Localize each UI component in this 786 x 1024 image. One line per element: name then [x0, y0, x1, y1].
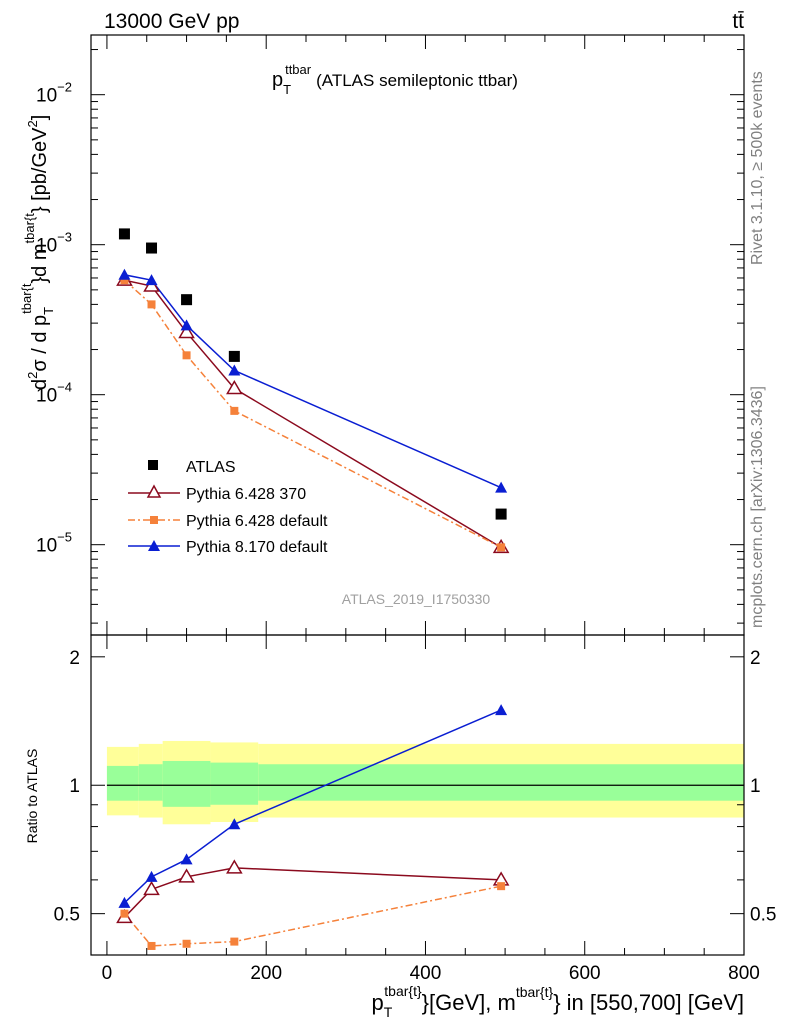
ratio-bands: [106, 740, 744, 825]
p8-default-point: [495, 481, 508, 493]
ratio-ylabel: Ratio to ATLAS: [24, 749, 40, 844]
p6-370-point: [226, 379, 243, 395]
main-ytick-label: 10−2: [36, 80, 72, 107]
p6-370-point: [178, 323, 195, 339]
watermark: ATLAS_2019_I1750330: [342, 591, 491, 607]
ratio-ytick-label: 0.5: [54, 905, 80, 926]
ratio-xtick-label: 800: [728, 963, 760, 984]
ratio-p6-default-point: [147, 941, 156, 950]
ratio-p8-default-point: [180, 853, 193, 865]
p6-default-point: [497, 543, 506, 552]
band-inner: [106, 765, 139, 801]
legend-p6-370-label: Pythia 6.428 370: [186, 486, 306, 503]
ratio-p6-370-point: [143, 880, 160, 896]
ratio-ticks: 0.5 0.5 1 1 2 2 0 200 400 600 800: [54, 635, 776, 984]
title-rest: (ATLAS semileptonic ttbar): [316, 71, 518, 90]
ratio-p8-default-point: [118, 896, 131, 908]
main-ytick-label: 10−4: [36, 380, 72, 407]
p6-default-point: [147, 300, 156, 309]
series-line-2: [123, 279, 502, 549]
main-series: [116, 228, 510, 554]
ratio-p6-default-point: [120, 909, 129, 918]
ratio-xlabel: pTtbar{t}}[GeV], mtbar{t}} in [550,700] …: [371, 983, 744, 1020]
title-sup: ttbar: [285, 62, 312, 77]
p6-default-point: [120, 276, 129, 285]
ratio-ytick-label-right: 0.5: [750, 905, 776, 926]
main-title: pTttbar (ATLAS semileptonic ttbar): [272, 62, 518, 97]
main-ylabel: d2σ / d pTtbar{t}d mtbar{t} [pb/GeV2]: [19, 115, 56, 390]
p8-default-point: [228, 364, 241, 376]
ratio-xtick-label: 400: [410, 963, 442, 984]
ratio-panel: 0.5 0.5 1 1 2 2 0 200 400 600 800 Ratio to ATLAS p…: [24, 634, 776, 1020]
header-left: 13000 GeV pp: [104, 10, 239, 33]
band-inner: [258, 764, 744, 801]
header-right: tt̄: [732, 10, 744, 33]
atlas-point: [146, 242, 158, 254]
ratio-frame: [90, 634, 745, 956]
p8-default-point: [118, 268, 131, 280]
ratio-xtick-label: 600: [569, 963, 601, 984]
p6-default-point: [182, 351, 191, 360]
band-inner: [162, 760, 211, 807]
atlas-point: [118, 228, 130, 240]
ratio-p8-default-point: [145, 870, 158, 882]
title-p: p: [272, 69, 283, 91]
main-ytick-label: 10−3: [36, 230, 72, 257]
mcplots-label: mcplots.cern.ch [arXiv:1306.3436]: [749, 386, 766, 628]
legend: ATLAS Pythia 6.428 370 Pythia 6.428 defa…: [128, 459, 328, 556]
ratio-p6-default-point: [497, 882, 506, 891]
ratio-p8-default-point: [495, 704, 508, 716]
ratio-p6-default-point: [182, 939, 191, 948]
legend-p6-default-marker: [150, 516, 158, 524]
atlas-point: [228, 350, 240, 362]
atlas-point: [495, 508, 507, 520]
ratio-p8-default-point: [228, 818, 241, 830]
band-inner: [138, 764, 163, 801]
p8-default-point: [145, 274, 158, 286]
rivet-label: Rivet 3.1.10, ≥ 500k events: [749, 71, 766, 265]
ratio-ytick-label: 2: [69, 648, 80, 669]
legend-p8-default-label: Pythia 8.170 default: [186, 539, 328, 556]
ratio-xtick-label: 200: [250, 963, 282, 984]
ratio-series: [116, 704, 510, 950]
p6-default-point: [230, 406, 239, 415]
main-panel: 10−5 10−4 10−3 10−2 pTttbar (ATLAS semilepto…: [19, 34, 745, 636]
legend-p6-default-label: Pythia 6.428 default: [186, 513, 328, 530]
legend-p6-370-marker: [146, 484, 162, 498]
legend-atlas-marker: [148, 460, 158, 470]
atlas-point: [181, 294, 193, 306]
ratio-p6-default-point: [230, 937, 239, 946]
ratio-ytick-label: 1: [69, 776, 80, 797]
legend-p8-default-marker: [148, 540, 160, 551]
ratio-p6-370-point: [226, 859, 243, 874]
ratio-xtick-label: 0: [102, 963, 113, 984]
ratio-p6-370-point: [178, 868, 195, 883]
ratio-ytick-label-right: 1: [750, 776, 761, 797]
legend-atlas-label: ATLAS: [186, 459, 236, 476]
main-ytick-label: 10−5: [36, 530, 72, 557]
p8-default-point: [180, 319, 193, 331]
title-sub: T: [283, 82, 291, 97]
band-inner: [210, 762, 259, 805]
ratio-ytick-label-right: 2: [750, 648, 761, 669]
